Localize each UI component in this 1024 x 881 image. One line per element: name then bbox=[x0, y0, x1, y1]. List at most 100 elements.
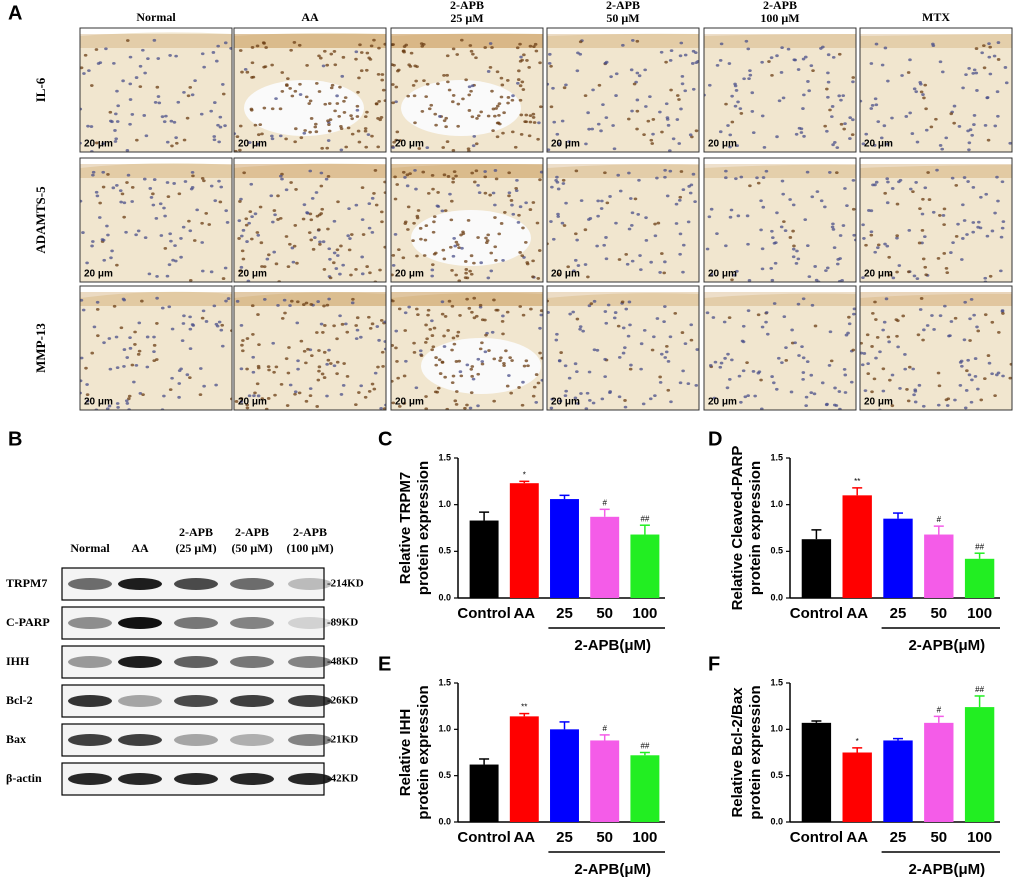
cell bbox=[288, 304, 292, 307]
cell bbox=[155, 296, 159, 300]
cell bbox=[550, 185, 554, 189]
cell bbox=[328, 257, 332, 261]
cell bbox=[949, 320, 954, 323]
panel-label: E bbox=[378, 653, 391, 675]
cell bbox=[923, 186, 928, 190]
cell bbox=[965, 233, 969, 236]
cell bbox=[169, 119, 174, 123]
y-tick-label: 1.5 bbox=[770, 677, 783, 687]
histology-image: 20 μm bbox=[859, 27, 1013, 153]
image-border bbox=[233, 27, 387, 153]
cell bbox=[961, 237, 965, 240]
cell bbox=[438, 115, 442, 118]
cell bbox=[288, 242, 292, 246]
cell bbox=[871, 183, 875, 187]
cell bbox=[397, 307, 402, 311]
cell bbox=[883, 46, 888, 50]
cell bbox=[938, 214, 942, 217]
cell bbox=[514, 187, 518, 190]
cell bbox=[113, 129, 117, 132]
cell bbox=[741, 369, 746, 373]
cell bbox=[456, 124, 460, 128]
cell bbox=[549, 64, 553, 68]
cell bbox=[491, 191, 496, 195]
cell bbox=[472, 296, 477, 300]
cell bbox=[460, 246, 464, 250]
cell bbox=[760, 60, 764, 64]
cell bbox=[658, 271, 662, 274]
cell bbox=[378, 268, 382, 272]
image-content bbox=[860, 28, 1012, 152]
cell bbox=[775, 135, 779, 139]
group-label: 2-APB(μM) bbox=[908, 861, 985, 878]
cell bbox=[943, 304, 947, 308]
cell bbox=[833, 140, 837, 144]
cell bbox=[514, 189, 519, 193]
blot-band bbox=[118, 617, 162, 629]
tissue bbox=[547, 28, 699, 152]
cell bbox=[239, 397, 244, 400]
cell bbox=[200, 241, 204, 244]
image-content bbox=[704, 158, 856, 282]
cell bbox=[605, 201, 610, 205]
cell bbox=[531, 116, 536, 119]
cell bbox=[153, 101, 158, 104]
cell bbox=[993, 394, 997, 398]
cell bbox=[686, 220, 691, 224]
cell bbox=[664, 102, 669, 106]
cell bbox=[843, 391, 848, 394]
cell bbox=[152, 359, 157, 363]
cell bbox=[627, 227, 632, 231]
cell bbox=[972, 114, 977, 117]
cell bbox=[431, 187, 435, 191]
cell bbox=[678, 381, 683, 385]
cell bbox=[501, 314, 505, 318]
cell bbox=[429, 103, 434, 107]
cell bbox=[694, 129, 699, 133]
cell bbox=[168, 54, 172, 57]
cell bbox=[507, 374, 511, 377]
cell bbox=[354, 403, 358, 406]
cell bbox=[764, 320, 768, 324]
cell bbox=[424, 407, 429, 410]
cell bbox=[109, 119, 113, 123]
cell bbox=[306, 347, 310, 351]
cell bbox=[239, 400, 244, 403]
cell bbox=[354, 324, 358, 327]
cell bbox=[971, 72, 976, 75]
cell bbox=[452, 236, 456, 240]
cell bbox=[503, 211, 507, 214]
cell bbox=[304, 399, 309, 403]
blot-band bbox=[68, 773, 112, 785]
cell bbox=[736, 214, 741, 218]
blot-band bbox=[230, 656, 274, 668]
cell bbox=[746, 394, 750, 397]
cell bbox=[315, 331, 319, 334]
cell bbox=[321, 331, 325, 334]
cell bbox=[220, 323, 225, 327]
cell bbox=[746, 242, 750, 246]
cell bbox=[116, 406, 120, 409]
cell bbox=[956, 222, 960, 226]
cell bbox=[357, 140, 362, 144]
cell bbox=[969, 297, 974, 301]
cell bbox=[213, 199, 218, 203]
cell bbox=[972, 68, 977, 72]
cell bbox=[759, 407, 764, 410]
cell bbox=[738, 107, 743, 111]
cell bbox=[328, 276, 333, 280]
cell bbox=[134, 363, 139, 367]
cell bbox=[967, 141, 972, 145]
cell bbox=[288, 383, 293, 387]
cell bbox=[954, 184, 959, 187]
lane-label: (50 μM) bbox=[231, 541, 272, 555]
cell bbox=[114, 137, 118, 141]
image-content bbox=[547, 28, 699, 152]
cell bbox=[401, 256, 406, 260]
cell bbox=[468, 406, 473, 410]
cell bbox=[383, 180, 386, 184]
cell bbox=[628, 323, 632, 327]
cell bbox=[391, 146, 395, 149]
cell bbox=[382, 407, 386, 410]
cell bbox=[342, 362, 346, 365]
